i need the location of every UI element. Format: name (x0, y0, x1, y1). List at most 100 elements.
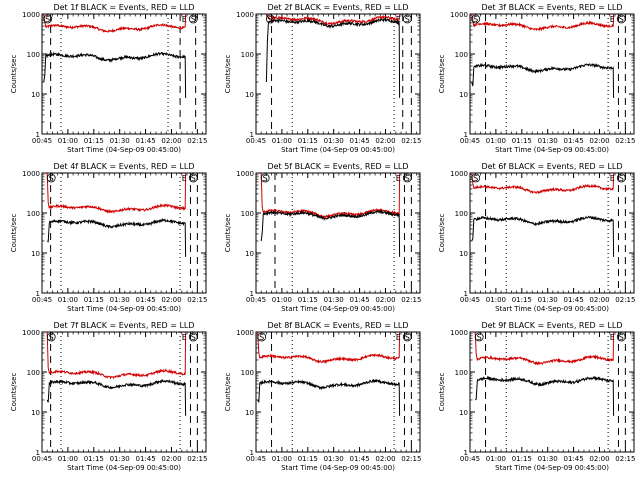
plot-frame (469, 172, 635, 294)
y-axis-label: Counts/sec (438, 214, 446, 253)
end-marker-label: E (396, 174, 401, 183)
y-tick-label: 1 (250, 449, 254, 457)
x-tick-label: 01:30 (110, 455, 130, 463)
x-tick-label: 00:45 (460, 137, 480, 145)
x-tick-label: 01:45 (563, 137, 583, 145)
panel-title: Det 3f BLACK = Events, RED = LLD (481, 3, 622, 12)
y-tick-label: 1000 (450, 170, 468, 178)
x-tick-label: 02:00 (375, 137, 395, 145)
y-tick-label: 1 (464, 131, 468, 139)
x-tick-label: 02:15 (615, 455, 635, 463)
start-marker-circle (257, 332, 267, 342)
series-events-line (43, 51, 187, 98)
y-tick-label: 100 (241, 369, 254, 377)
x-tick-label: 01:15 (512, 455, 532, 463)
end-marker-label: E (610, 174, 615, 183)
x-tick-label: 01:30 (324, 455, 344, 463)
x-axis-label: Start Time (04-Sep-09 00:45:00) (281, 464, 395, 472)
x-tick-label: 01:00 (58, 296, 78, 304)
x-tick-label: 00:45 (246, 296, 266, 304)
series-events-line (474, 375, 615, 416)
y-tick-label: 10 (245, 409, 254, 417)
y-tick-label: 1000 (236, 170, 254, 178)
x-tick-label: 01:00 (486, 455, 506, 463)
start-marker-label: S (49, 333, 54, 342)
x-tick-label: 01:30 (538, 296, 558, 304)
panel-title: Det 1f BLACK = Events, RED = LLD (53, 3, 194, 12)
series-events-line (265, 17, 401, 98)
x-tick-label: 00:45 (32, 455, 52, 463)
plot-frame (255, 172, 421, 294)
y-axis-label: Counts/sec (10, 55, 18, 94)
x-tick-label: 02:15 (615, 137, 635, 145)
series-lld-line (266, 13, 401, 26)
y-tick-label: 1000 (22, 329, 40, 337)
series-lld-line (257, 331, 401, 365)
y-tick-label: 100 (241, 210, 254, 218)
x-axis-label: Start Time (04-Sep-09 00:45:00) (281, 305, 395, 313)
y-tick-label: 10 (245, 250, 254, 258)
x-axis-label: Start Time (04-Sep-09 00:45:00) (281, 146, 395, 154)
y-tick-label: 1 (36, 290, 40, 298)
y-axis-label: Counts/sec (10, 373, 18, 412)
y-tick-label: 100 (455, 369, 468, 377)
x-tick-label: 02:15 (615, 296, 635, 304)
panel-title: Det 6f BLACK = Events, RED = LLD (481, 162, 622, 171)
y-tick-label: 1000 (22, 170, 40, 178)
x-tick-label: 01:45 (135, 296, 155, 304)
x-tick-label: 00:45 (460, 296, 480, 304)
x-tick-label: 01:30 (110, 296, 130, 304)
end-marker-circle (402, 14, 412, 24)
x-tick-label: 01:00 (486, 296, 506, 304)
x-tick-label: 02:00 (161, 296, 181, 304)
x-tick-label: 01:45 (135, 455, 155, 463)
end-marker-circle (402, 332, 412, 342)
x-tick-label: 02:00 (589, 455, 609, 463)
x-axis-label: Start Time (04-Sep-09 00:45:00) (67, 305, 181, 313)
y-axis-label: Counts/sec (438, 373, 446, 412)
x-tick-label: 01:30 (110, 137, 130, 145)
start-marker-circle (260, 173, 270, 183)
start-marker-circle (474, 332, 484, 342)
y-tick-label: 10 (31, 250, 40, 258)
y-tick-label: 100 (455, 210, 468, 218)
end-marker-s-label: S (619, 333, 624, 342)
y-axis-label: Counts/sec (10, 214, 18, 253)
y-tick-label: 10 (31, 409, 40, 417)
panel-det-4: Det 4f BLACK = Events, RED = LLD 1 10 100 10… (10, 162, 207, 313)
start-marker-circle (43, 14, 53, 24)
y-tick-label: 10 (31, 91, 40, 99)
y-tick-label: 10 (459, 250, 468, 258)
x-tick-label: 01:45 (349, 137, 369, 145)
end-marker-s-label: S (191, 333, 196, 342)
plot-frame (255, 331, 421, 453)
y-tick-label: 100 (27, 51, 40, 59)
x-tick-label: 01:15 (84, 296, 104, 304)
x-tick-label: 02:15 (401, 137, 421, 145)
y-tick-label: 1 (36, 131, 40, 139)
panel-title: Det 5f BLACK = Events, RED = LLD (267, 162, 408, 171)
start-marker-circle (46, 173, 56, 183)
x-tick-label: 02:00 (375, 296, 395, 304)
x-axis-label: Start Time (04-Sep-09 00:45:00) (495, 464, 609, 472)
start-marker-label: S (49, 174, 54, 183)
y-tick-label: 1000 (236, 11, 254, 19)
start-marker-circle (471, 14, 481, 24)
start-marker-label: S (477, 333, 482, 342)
y-tick-label: 1 (250, 290, 254, 298)
x-tick-label: 02:00 (589, 137, 609, 145)
x-tick-label: 00:45 (460, 455, 480, 463)
panel-det-1: Det 1f BLACK = Events, RED = LLD 1 10 100 10… (10, 3, 207, 154)
start-marker-label: S (263, 174, 268, 183)
x-tick-label: 02:15 (187, 137, 207, 145)
x-tick-label: 01:15 (512, 137, 532, 145)
y-tick-label: 100 (27, 210, 40, 218)
series-lld-line (260, 172, 401, 219)
x-tick-label: 02:00 (589, 296, 609, 304)
series-events-line (46, 378, 187, 416)
series-lld-line (46, 172, 187, 215)
series-events-line (46, 217, 187, 257)
y-tick-label: 1000 (450, 329, 468, 337)
end-marker-s-label: S (619, 174, 624, 183)
x-tick-label: 00:45 (246, 137, 266, 145)
